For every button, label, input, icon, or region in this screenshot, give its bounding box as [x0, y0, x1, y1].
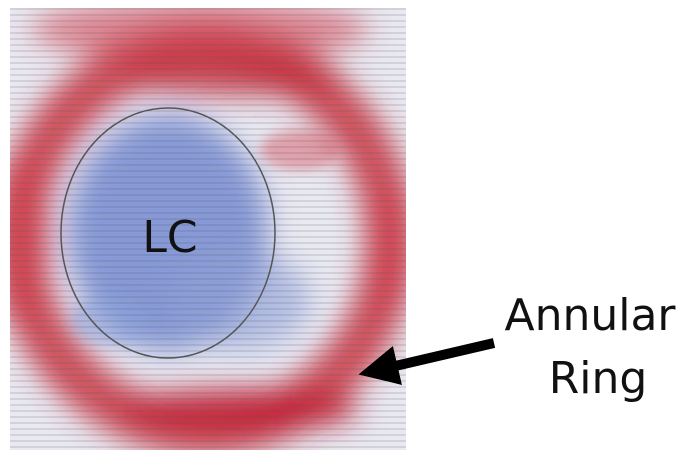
- annotation-line: Ring: [549, 353, 648, 404]
- lc-label: LC: [142, 212, 197, 263]
- annotation-line: Annular: [504, 290, 676, 341]
- field-image: [0, 0, 415, 450]
- figure: LC Annular Ring: [0, 0, 685, 450]
